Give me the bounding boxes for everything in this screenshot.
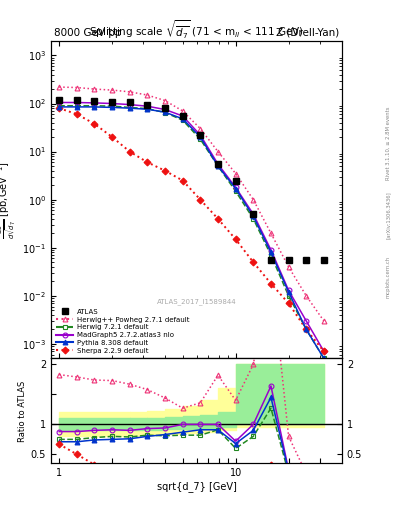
- Text: 8000 GeV pp: 8000 GeV pp: [54, 28, 121, 38]
- Y-axis label: $\frac{d\sigma}{d\sqrt{d_7}}$ [pb,GeV$^{-1}$]: $\frac{d\sigma}{d\sqrt{d_7}}$ [pb,GeV$^{…: [0, 161, 20, 239]
- Text: Rivet 3.1.10, ≥ 2.8M events: Rivet 3.1.10, ≥ 2.8M events: [386, 106, 391, 180]
- Text: Z (Drell-Yan): Z (Drell-Yan): [276, 28, 339, 38]
- Title: Splitting scale $\sqrt{\overline{d_7}}$ (71 < m$_{ll}$ < 111 GeV): Splitting scale $\sqrt{\overline{d_7}}$ …: [89, 18, 304, 41]
- X-axis label: sqrt{d_7} [GeV]: sqrt{d_7} [GeV]: [156, 481, 237, 492]
- Legend: ATLAS, Herwig++ Powheg 2.7.1 default, Herwig 7.2.1 default, MadGraph5 2.7.2.atla: ATLAS, Herwig++ Powheg 2.7.1 default, He…: [55, 308, 191, 355]
- Text: [arXiv:1306.3436]: [arXiv:1306.3436]: [386, 191, 391, 239]
- Text: ATLAS_2017_I1589844: ATLAS_2017_I1589844: [157, 298, 236, 305]
- Text: mcplots.cern.ch: mcplots.cern.ch: [386, 255, 391, 297]
- Y-axis label: Ratio to ATLAS: Ratio to ATLAS: [18, 380, 27, 441]
